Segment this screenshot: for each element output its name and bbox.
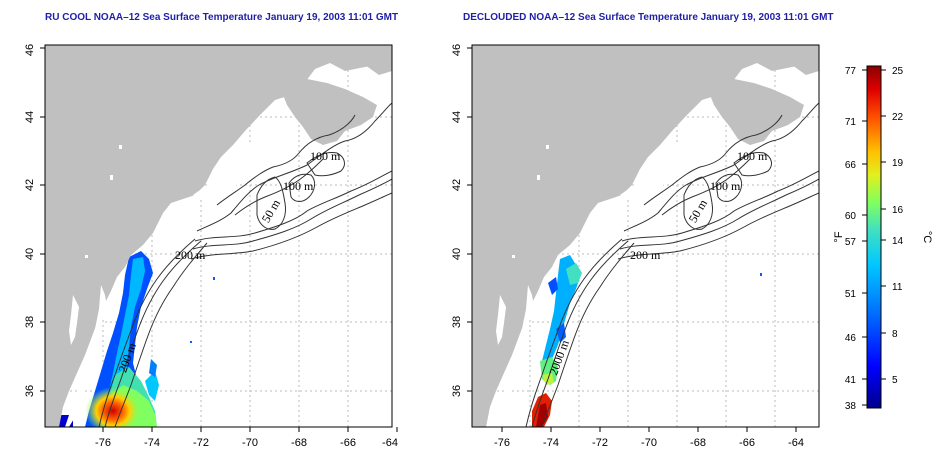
y-tick-label: 40 [24,248,36,260]
x-tick-label: -66 [340,437,356,449]
y-tick-label: 44 [24,111,36,123]
right-x-axis-labels: -76 -74 -72 -70 -68 -66 -64 [494,437,804,449]
temperature-colorbar: 77 71 66 60 57 51 46 41 38 25 22 19 16 1… [833,65,933,412]
c-tick-label: 8 [892,329,898,340]
right-map-title: DECLOUDED NOAA–12 Sea Surface Temperatur… [463,12,834,23]
left-axis-ticks [40,47,398,432]
f-tick-label: 38 [845,401,857,412]
y-tick-label: 38 [24,316,36,328]
sst-swath-declouded [532,255,762,427]
c-tick-label: 19 [892,158,904,169]
colorbar-gradient [866,65,882,409]
f-tick-label: 46 [845,333,857,344]
f-tick-label: 66 [845,160,857,171]
contour-label-200m: 200 m [630,248,661,262]
y-tick-label: 44 [451,111,463,123]
left-map-title: RU COOL NOAA–12 Sea Surface Temperature … [45,12,399,23]
c-tick-label: 5 [892,375,898,386]
left-y-axis-labels: 36 38 40 42 44 46 [24,44,36,397]
right-y-axis-labels: 36 38 40 42 44 46 [451,44,463,397]
x-tick-label: -68 [291,437,307,449]
colorbar-celsius-labels: 25 22 19 16 14 11 8 5 [892,66,904,386]
x-tick-label: -74 [144,437,160,449]
left-map-frame [44,44,393,428]
f-tick-label: 60 [845,211,857,222]
y-tick-label: 42 [24,179,36,191]
left-x-axis-labels: -76 -74 -72 -70 -68 -66 -64 [95,437,398,449]
x-tick-label: -76 [95,437,111,449]
colorbar-celsius-unit: °C [921,231,933,243]
contour-label-100m-south: 100 m [283,179,314,193]
y-tick-label: 46 [24,44,36,56]
y-tick-label: 36 [24,385,36,397]
contour-label-200m: 200 m [175,248,206,262]
colorbar-fahrenheit-labels: 77 71 66 60 57 51 46 41 38 [845,66,857,412]
c-tick-label: 22 [892,112,904,123]
x-tick-label: -66 [739,437,755,449]
x-tick-label: -76 [494,437,510,449]
y-tick-label: 38 [451,316,463,328]
c-tick-label: 25 [892,66,904,77]
right-axis-ticks [467,47,797,432]
f-tick-label: 41 [845,375,857,386]
contour-label-100m-north: 100 m [310,149,341,163]
x-tick-label: -70 [641,437,657,449]
x-tick-label: -64 [788,437,804,449]
left-map-panel: 100 m 100 m 50 m 200 m 200 m -76 -74 -72… [24,44,398,449]
c-tick-label: 16 [892,205,904,216]
c-tick-label: 14 [892,236,904,247]
y-tick-label: 46 [451,44,463,56]
x-tick-label: -72 [193,437,209,449]
colorbar-ticks [862,69,886,406]
x-tick-label: -72 [592,437,608,449]
f-tick-label: 51 [845,289,857,300]
right-map-frame [471,44,820,428]
y-tick-label: 36 [451,385,463,397]
x-tick-label: -74 [543,437,559,449]
x-tick-label: -64 [382,437,398,449]
f-tick-label: 71 [845,117,857,128]
x-tick-label: -70 [242,437,258,449]
contour-label-100m-north: 100 m [737,149,768,163]
f-tick-label: 57 [845,237,857,248]
colorbar-fahrenheit-unit: °F [833,231,845,242]
c-tick-label: 11 [892,282,903,293]
x-tick-label: -68 [690,437,706,449]
contour-label-100m-south: 100 m [710,179,741,193]
y-tick-label: 42 [451,179,463,191]
right-map-panel: 100 m 100 m 50 m 200 m 2000 m -76 -74 -7… [451,44,820,449]
y-tick-label: 40 [451,248,463,260]
f-tick-label: 77 [845,66,857,77]
